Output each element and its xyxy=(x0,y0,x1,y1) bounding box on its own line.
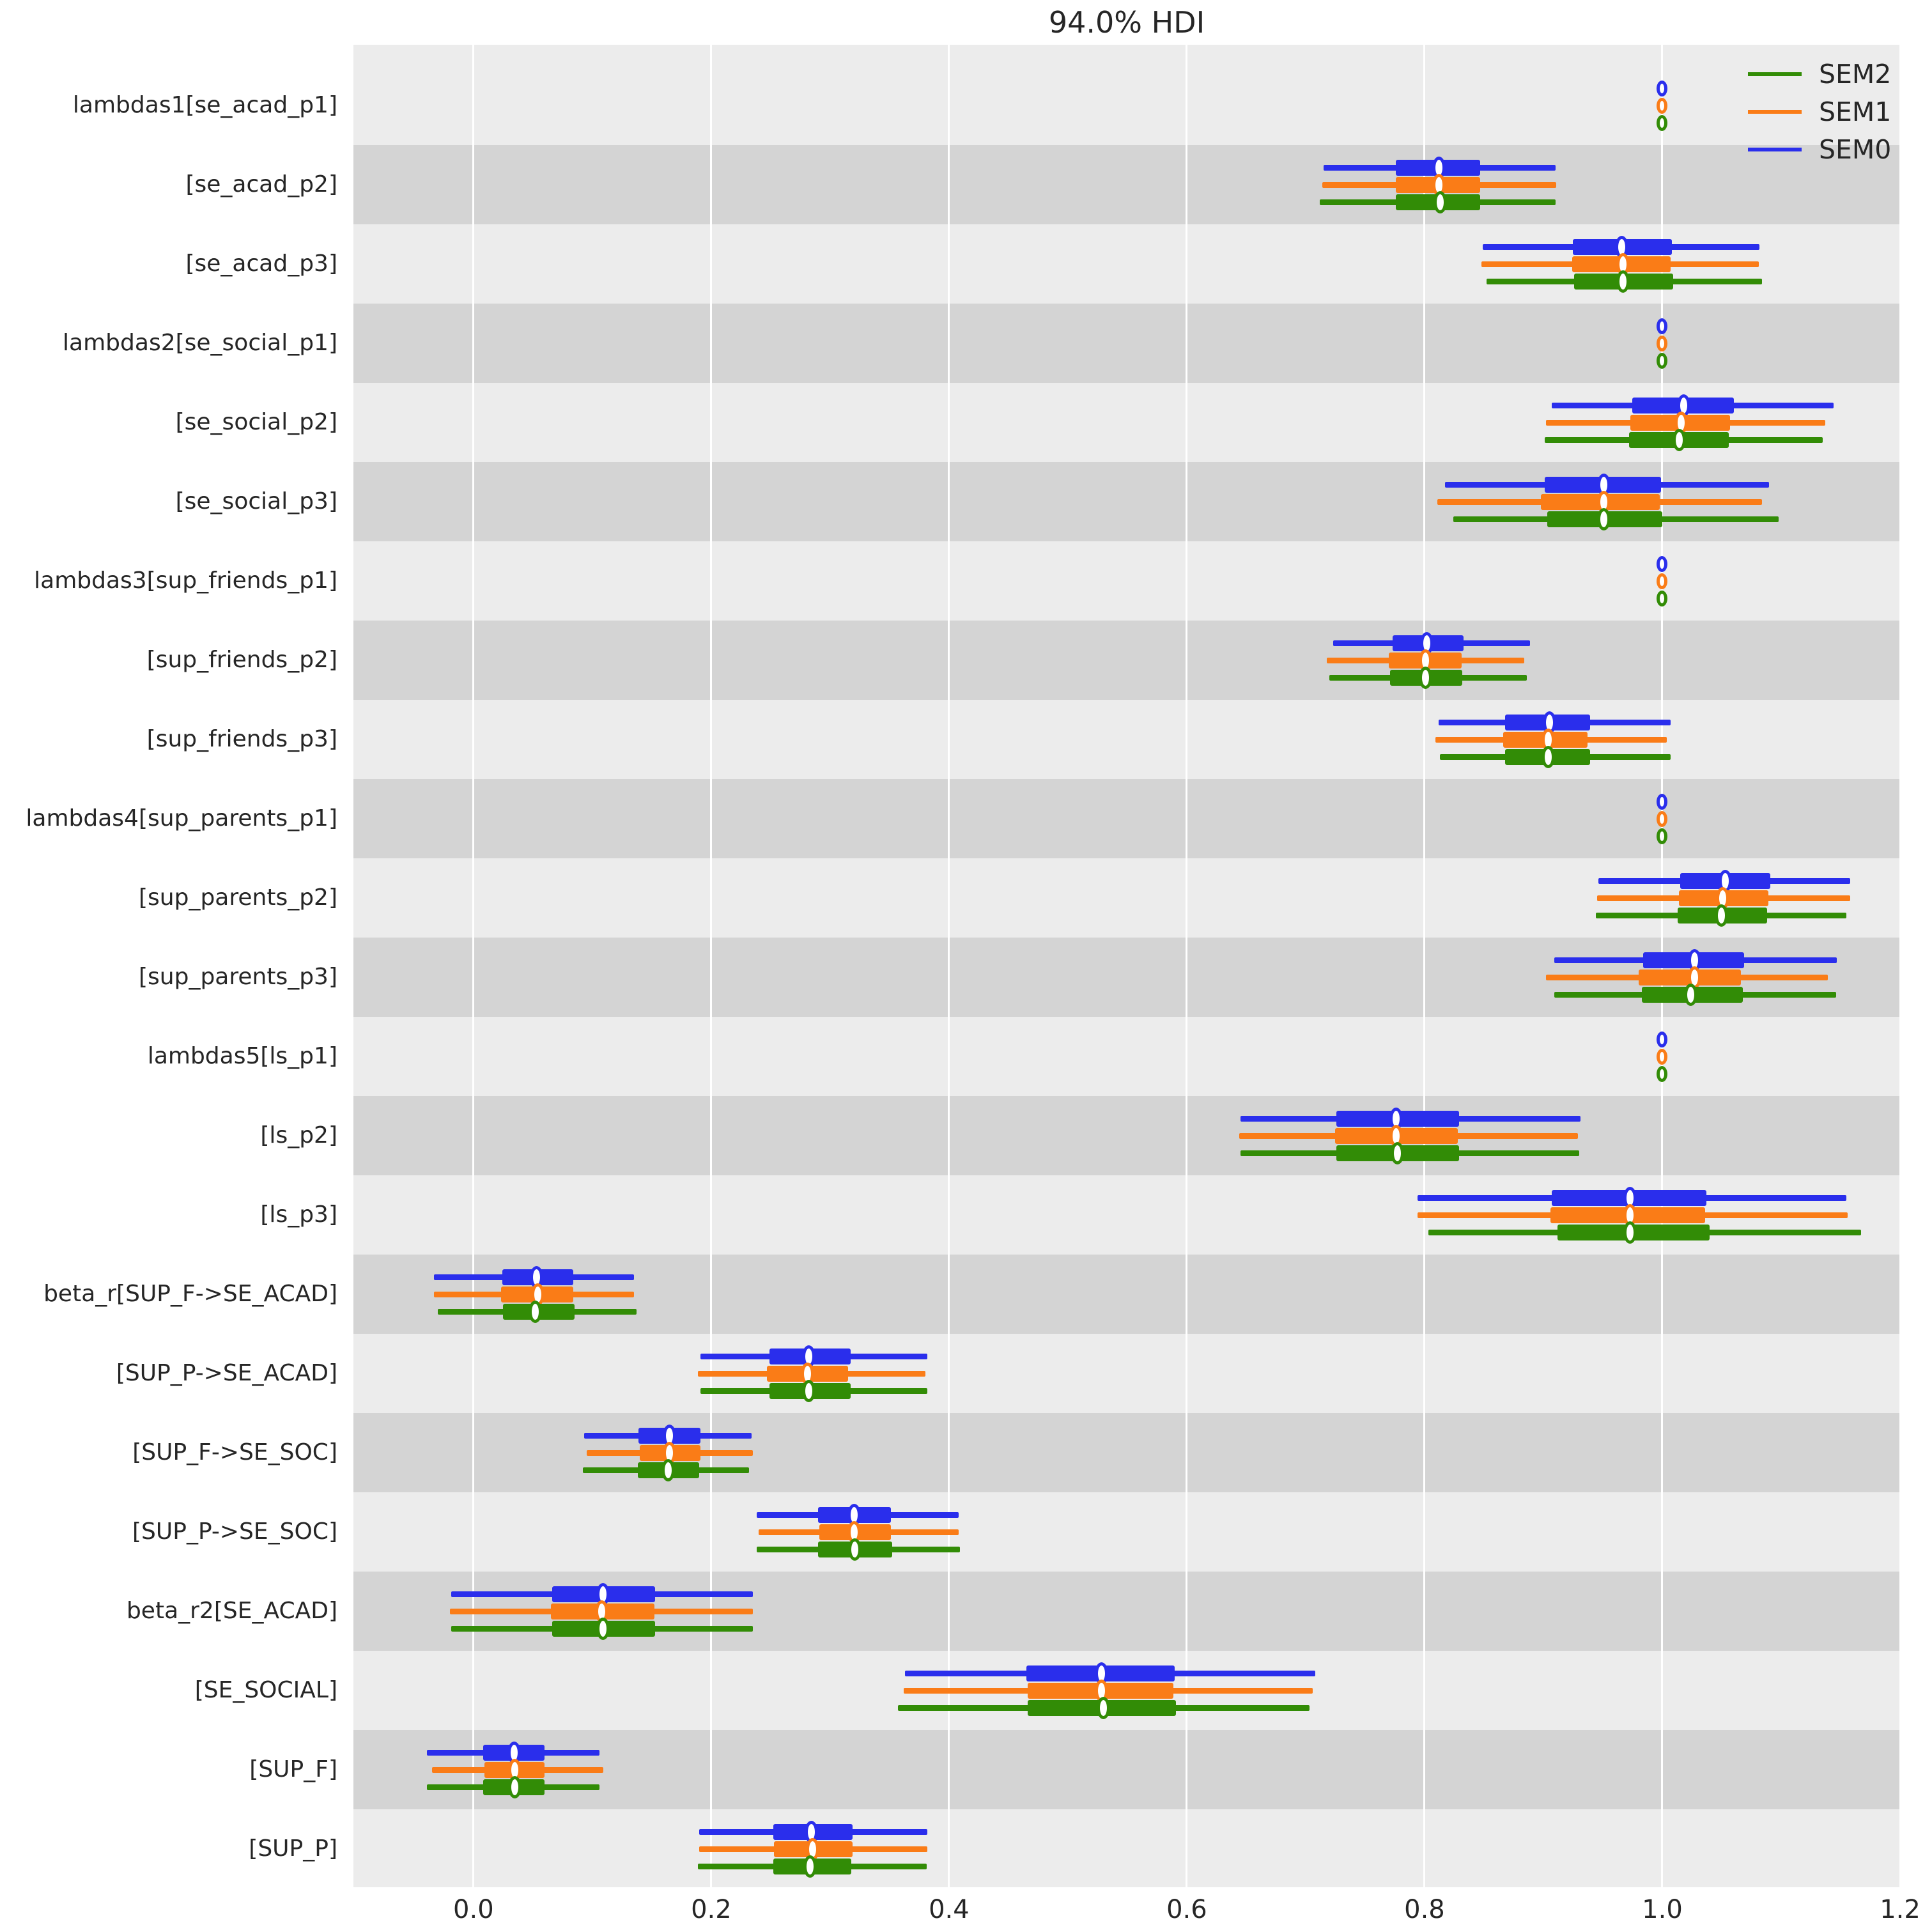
x-tick-label: 0.0 xyxy=(453,1895,494,1924)
row-band xyxy=(353,1809,1900,1887)
plot-area xyxy=(353,45,1900,1887)
row-band xyxy=(353,1730,1900,1809)
legend-item-sem0: SEM0 xyxy=(1748,134,1892,165)
median-marker-sem2 xyxy=(529,1300,543,1323)
row-band xyxy=(353,541,1900,621)
point-marker-sem1 xyxy=(1657,97,1668,114)
median-marker-sem2 xyxy=(1623,1221,1637,1244)
y-tick-label: [SE_SOCIAL] xyxy=(194,1677,337,1703)
median-marker-sem2 xyxy=(1541,745,1555,768)
median-marker-sem2 xyxy=(1419,666,1433,689)
y-tick-label: [se_social_p2] xyxy=(175,409,337,435)
point-marker-sem1 xyxy=(1657,335,1668,352)
point-marker-sem0 xyxy=(1657,555,1668,572)
y-tick-label: [sup_parents_p3] xyxy=(138,964,337,990)
median-marker-sem2 xyxy=(1097,1696,1111,1719)
legend-line-icon xyxy=(1748,148,1802,151)
gridline xyxy=(710,45,713,1887)
median-marker-sem2 xyxy=(508,1775,522,1798)
row-band xyxy=(353,304,1900,383)
point-marker-sem2 xyxy=(1657,590,1668,607)
gridline xyxy=(948,45,950,1887)
median-marker-sem2 xyxy=(801,1379,815,1402)
gridline xyxy=(472,45,475,1887)
legend-label: SEM2 xyxy=(1819,59,1892,89)
y-tick-label: lambdas4[sup_parents_p1] xyxy=(26,805,337,831)
point-marker-sem2 xyxy=(1657,828,1668,844)
legend-label: SEM0 xyxy=(1819,134,1892,165)
point-marker-sem1 xyxy=(1657,1048,1668,1065)
median-marker-sem2 xyxy=(1684,983,1698,1006)
y-tick-label: lambdas1[se_acad_p1] xyxy=(72,92,337,118)
median-marker-sem2 xyxy=(1597,507,1611,530)
median-marker-sem2 xyxy=(1672,428,1686,451)
median-marker-sem2 xyxy=(803,1855,817,1878)
y-tick-label: lambdas3[sup_friends_p1] xyxy=(34,568,337,594)
y-tick-label: [SUP_F->SE_SOC] xyxy=(132,1439,337,1465)
y-tick-label: [SUP_F] xyxy=(249,1756,337,1782)
legend-label: SEM1 xyxy=(1819,97,1892,127)
row-band xyxy=(353,779,1900,858)
point-marker-sem0 xyxy=(1657,1031,1668,1047)
y-tick-label: [SUP_P] xyxy=(249,1835,337,1862)
gridline xyxy=(1423,45,1426,1887)
point-marker-sem2 xyxy=(1657,1065,1668,1082)
y-tick-label: [ls_p3] xyxy=(260,1202,337,1228)
median-marker-sem2 xyxy=(1715,904,1729,927)
row-band xyxy=(353,1017,1900,1096)
y-tick-label: lambdas2[se_social_p1] xyxy=(63,330,337,356)
median-marker-sem2 xyxy=(1433,190,1447,213)
gridline xyxy=(1186,45,1188,1887)
point-marker-sem2 xyxy=(1657,114,1668,131)
y-tick-label: [SUP_P->SE_SOC] xyxy=(132,1519,337,1545)
median-marker-sem2 xyxy=(661,1458,676,1481)
median-marker-sem2 xyxy=(848,1538,862,1561)
x-tick-label: 0.8 xyxy=(1404,1895,1445,1924)
point-marker-sem0 xyxy=(1657,80,1668,97)
y-tick-label: lambdas5[ls_p1] xyxy=(147,1043,337,1069)
median-marker-sem2 xyxy=(596,1617,610,1640)
y-tick-label: beta_r2[SE_ACAD] xyxy=(126,1598,337,1624)
median-marker-sem2 xyxy=(1616,270,1630,293)
row-band xyxy=(353,145,1900,224)
row-band xyxy=(353,1492,1900,1572)
y-tick-label: [se_acad_p2] xyxy=(185,171,337,197)
gridline xyxy=(1899,45,1900,1887)
row-band xyxy=(353,1096,1900,1175)
x-tick-label: 0.2 xyxy=(691,1895,732,1924)
point-marker-sem2 xyxy=(1657,352,1668,369)
y-tick-label: [sup_parents_p2] xyxy=(138,885,337,911)
row-band xyxy=(353,45,1900,145)
x-tick-label: 1.2 xyxy=(1880,1895,1920,1924)
y-tick-label: [sup_friends_p3] xyxy=(146,726,337,752)
y-tick-label: beta_r[SUP_F->SE_ACAD] xyxy=(43,1281,337,1307)
chart-title: 94.0% HDI xyxy=(1048,5,1205,40)
point-marker-sem1 xyxy=(1657,573,1668,589)
point-marker-sem0 xyxy=(1657,793,1668,810)
row-band xyxy=(353,1413,1900,1492)
median-marker-sem2 xyxy=(1390,1141,1404,1164)
legend-item-sem2: SEM2 xyxy=(1748,59,1892,89)
row-band xyxy=(353,1334,1900,1413)
legend: SEM2 SEM1 SEM0 xyxy=(1748,59,1892,165)
y-tick-label: [se_social_p3] xyxy=(175,488,337,514)
legend-item-sem1: SEM1 xyxy=(1748,97,1892,127)
point-marker-sem1 xyxy=(1657,810,1668,827)
y-tick-label: [se_acad_p3] xyxy=(185,251,337,277)
x-tick-label: 1.0 xyxy=(1642,1895,1683,1924)
row-band xyxy=(353,700,1900,779)
y-tick-label: [SUP_P->SE_ACAD] xyxy=(116,1360,337,1386)
y-tick-label: [ls_p2] xyxy=(260,1122,337,1148)
legend-line-icon xyxy=(1748,72,1802,76)
point-marker-sem0 xyxy=(1657,318,1668,334)
x-tick-label: 0.6 xyxy=(1166,1895,1207,1924)
row-band xyxy=(353,621,1900,700)
y-tick-label: [sup_friends_p2] xyxy=(146,647,337,673)
x-tick-label: 0.4 xyxy=(929,1895,970,1924)
legend-line-icon xyxy=(1748,110,1802,114)
